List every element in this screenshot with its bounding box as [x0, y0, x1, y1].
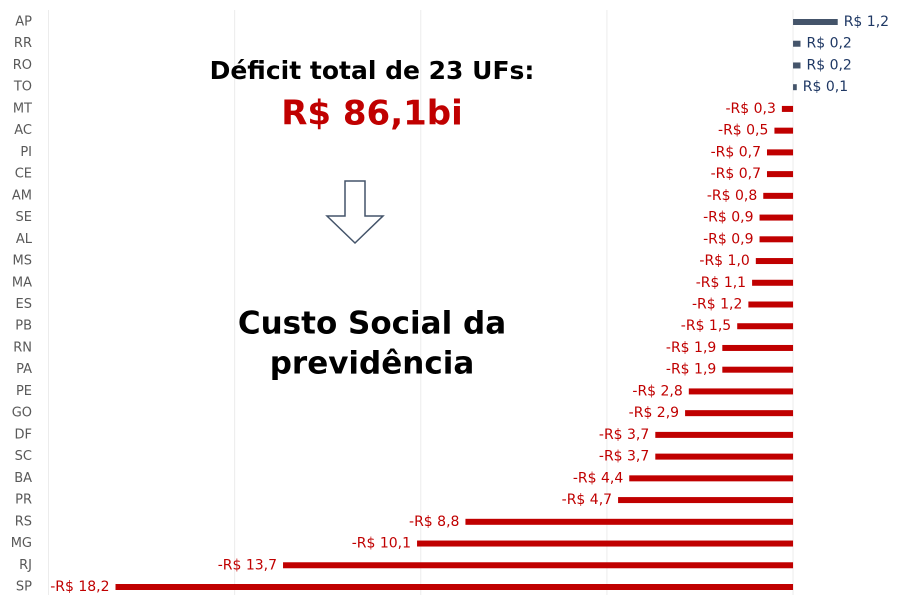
y-tick-label: AL: [16, 232, 33, 247]
bar: [759, 236, 794, 243]
y-tick-label: RO: [13, 58, 32, 73]
value-label: R$ 1,2: [844, 14, 889, 30]
y-tick-label: RN: [13, 340, 32, 355]
value-label: -R$ 2,8: [632, 383, 682, 399]
y-tick-label: MS: [13, 254, 32, 269]
bar: [629, 475, 794, 482]
bar: [793, 40, 801, 47]
bar: [722, 344, 794, 351]
value-label: -R$ 4,7: [562, 492, 612, 508]
bar: [766, 171, 794, 178]
value-label: -R$ 1,1: [696, 275, 746, 291]
y-tick-label: CE: [15, 167, 32, 182]
y-tick-label: SC: [15, 449, 32, 464]
value-label: -R$ 1,0: [699, 253, 749, 269]
y-tick-label: MT: [13, 101, 32, 116]
bar: [688, 388, 794, 395]
value-label: -R$ 3,7: [599, 449, 649, 465]
value-label: -R$ 0,3: [725, 101, 775, 117]
bar: [283, 562, 794, 569]
annotation: previdência: [270, 346, 475, 382]
arrow: [325, 180, 385, 245]
value-label: -R$ 3,7: [599, 427, 649, 443]
y-tick-label: SE: [16, 210, 32, 225]
value-label: -R$ 0,9: [703, 210, 753, 226]
value-label: -R$ 0,7: [711, 166, 761, 182]
value-label: -R$ 13,7: [218, 557, 277, 573]
value-label: -R$ 1,2: [692, 297, 742, 313]
y-tick-label: PR: [15, 493, 32, 508]
value-label: -R$ 1,9: [666, 340, 716, 356]
value-label: -R$ 0,7: [711, 144, 761, 160]
value-label: -R$ 4,4: [573, 470, 623, 486]
y-tick-label: PE: [16, 384, 32, 399]
bar: [793, 62, 801, 69]
value-label: -R$ 10,1: [352, 536, 411, 552]
value-label: -R$ 2,9: [629, 405, 679, 421]
bar: [417, 540, 794, 547]
y-tick-label: AC: [14, 123, 32, 138]
bar: [115, 584, 794, 590]
y-tick-label: MG: [11, 536, 32, 551]
y-tick-label: AM: [12, 188, 32, 203]
annotation: Déficit total de 23 UFs:: [210, 56, 535, 85]
bar: [655, 453, 794, 460]
y-tick-label: MA: [12, 275, 32, 290]
bar: [465, 518, 794, 525]
value-label: -R$ 1,5: [681, 318, 731, 334]
bar: [766, 149, 794, 156]
bar: [737, 323, 794, 330]
y-tick-label: DF: [15, 427, 33, 442]
value-label: -R$ 0,5: [718, 123, 768, 139]
y-tick-label: RS: [15, 514, 32, 529]
bar: [618, 497, 794, 504]
bar: [748, 301, 794, 308]
value-label: R$ 0,1: [803, 79, 848, 95]
value-label: -R$ 8,8: [409, 514, 459, 530]
bar: [755, 258, 794, 265]
bar: [774, 127, 794, 134]
value-label: -R$ 1,9: [666, 362, 716, 378]
y-tick-label: AP: [15, 15, 32, 30]
bar: [655, 431, 794, 438]
y-tick-label: TO: [13, 80, 32, 95]
value-label: R$ 0,2: [806, 57, 851, 73]
y-tick-label: PA: [16, 362, 32, 377]
y-tick-label: GO: [12, 406, 32, 421]
bar: [759, 214, 794, 221]
value-label: -R$ 0,9: [703, 231, 753, 247]
annotation: R$ 86,1bi: [281, 94, 463, 134]
bar: [781, 105, 794, 112]
y-tick-label: RR: [14, 36, 32, 51]
y-tick-label: PB: [15, 319, 32, 334]
bar: [685, 410, 794, 417]
bar: [793, 19, 838, 25]
y-tick-label: BA: [14, 471, 32, 486]
bar: [763, 192, 794, 199]
value-label: R$ 0,2: [806, 36, 851, 52]
y-tick-label: SP: [16, 580, 32, 595]
annotation: Custo Social da: [238, 306, 506, 342]
bar: [752, 279, 794, 286]
value-label: -R$ 0,8: [707, 188, 757, 204]
value-label: -R$ 18,2: [50, 579, 109, 595]
bar: [793, 84, 797, 91]
bar: [722, 366, 794, 373]
y-tick-label: PI: [20, 145, 32, 160]
y-tick-label: RJ: [19, 558, 32, 573]
y-tick-label: ES: [16, 297, 32, 312]
